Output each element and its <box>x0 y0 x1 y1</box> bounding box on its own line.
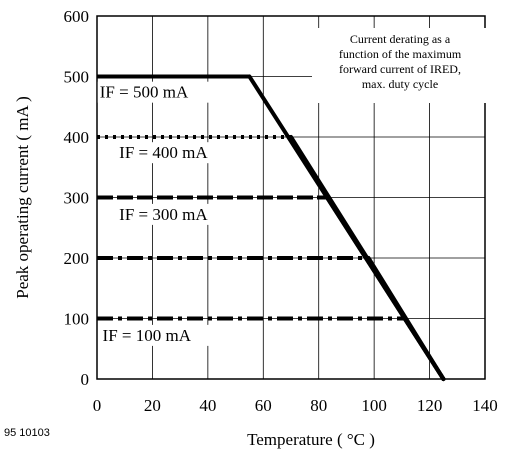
curve-label-background <box>97 81 216 103</box>
y-tick-label: 600 <box>64 7 90 26</box>
curve-label-background <box>117 142 236 164</box>
y-tick-label: 400 <box>64 128 90 147</box>
curve-labels: IF = 500 mA IF = 400 mA IF = 300 mA IF = 10… <box>97 81 236 346</box>
y-tick-label: 500 <box>64 68 90 87</box>
x-tick-label: 0 <box>93 396 102 415</box>
y-tick-label: 200 <box>64 249 90 268</box>
curve-label: IF = 300 mA <box>119 205 208 224</box>
annotation-line: function of the maximum <box>339 47 462 61</box>
x-tick-labels: 0 20 40 60 80 100 120 140 <box>93 396 498 415</box>
curve-label: IF = 500 mA <box>100 83 189 102</box>
curve-label-background <box>117 203 236 225</box>
x-tick-label: 120 <box>417 396 443 415</box>
plot-frame <box>96 15 486 380</box>
curve-label-background <box>100 324 219 346</box>
y-tick-labels: 0 100 200 300 400 500 600 <box>64 7 90 389</box>
curve-label: IF = 100 mA <box>103 326 192 345</box>
x-tick-label: 20 <box>144 396 161 415</box>
series-lines <box>97 74 446 381</box>
y-axis-label: Peak operating current ( mA ) <box>13 96 32 299</box>
curve-label: IF = 400 mA <box>119 143 208 162</box>
x-tick-label: 100 <box>361 396 387 415</box>
y-tick-label: 100 <box>64 310 90 329</box>
y-tick-label: 300 <box>64 189 90 208</box>
x-tick-label: 60 <box>255 396 272 415</box>
annotation-line: max. duty cycle <box>362 77 438 91</box>
figure-id: 95 10103 <box>4 427 50 439</box>
x-tick-label: 40 <box>199 396 216 415</box>
x-tick-label: 140 <box>472 396 498 415</box>
x-axis-label: Temperature ( °C ) <box>247 430 375 449</box>
series-slope-5 <box>402 316 446 381</box>
annotation-background <box>312 28 488 103</box>
annotation-text: Current derating as a function of the max… <box>339 32 462 91</box>
y-tick-label: 0 <box>81 370 90 389</box>
annotation-line: forward current of IRED, <box>339 62 461 76</box>
annotation-line: Current derating as a <box>350 32 451 46</box>
x-tick-label: 80 <box>310 396 327 415</box>
